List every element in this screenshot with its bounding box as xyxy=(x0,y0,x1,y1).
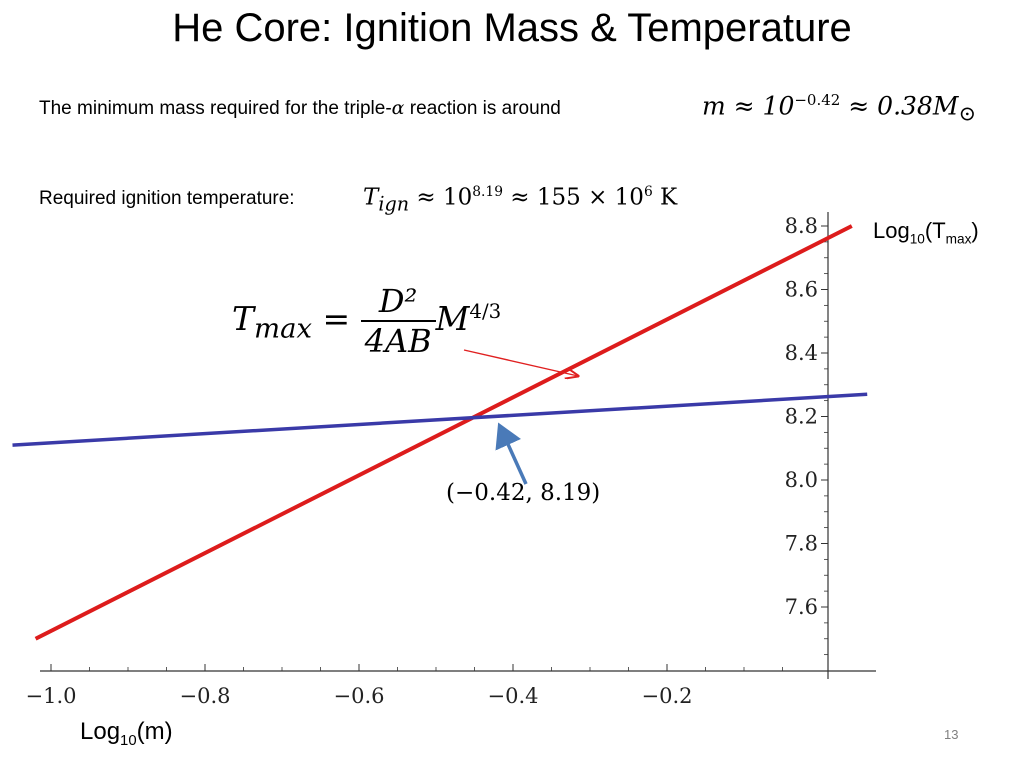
min-mass-suffix: reaction is around xyxy=(404,98,561,119)
ign-eq-mid2: ≈ 155 × 10 xyxy=(502,184,644,211)
x-tick-label: −1.0 xyxy=(26,684,77,708)
ign-temp-label: Required ignition temperature: xyxy=(39,188,295,209)
y-tick-label: 8.0 xyxy=(785,468,818,492)
y-tick-label: 8.8 xyxy=(785,214,818,238)
formula-numerator: D² xyxy=(360,282,436,322)
min-mass-eq-m: m ≈ 10 xyxy=(702,91,795,121)
ign-eq-unit: K xyxy=(652,184,678,211)
min-mass-eq-exp: −0.42 xyxy=(794,91,841,109)
red-tmax-line xyxy=(34,224,853,641)
y-axis-label-sub2: max xyxy=(945,231,972,247)
min-mass-equation: m ≈ 10−0.42 ≈ 0.38M⊙ xyxy=(702,91,976,125)
formula-arrow xyxy=(463,349,578,376)
x-tick-label: −0.4 xyxy=(488,684,539,708)
y-axis-label-open: (T xyxy=(924,218,946,243)
x-axis-label-main: Log xyxy=(80,718,121,745)
x-tick-label: −0.8 xyxy=(180,684,231,708)
formula-lhs-sub: max xyxy=(254,312,312,345)
y-axis-label-close: ) xyxy=(971,218,979,243)
min-mass-eq-rest: ≈ 0.38M xyxy=(840,91,959,121)
y-tick-label: 7.8 xyxy=(785,532,818,556)
alpha-symbol: α xyxy=(391,97,405,119)
min-mass-prefix: The minimum mass required for the triple… xyxy=(39,98,392,119)
y-axis-label-sub: 10 xyxy=(909,231,925,247)
x-axis-label: Log10(m) xyxy=(80,718,173,749)
formula-fraction: D² 4AB xyxy=(360,282,436,360)
ign-eq-sub: ign xyxy=(378,192,410,216)
sun-symbol: ⊙ xyxy=(958,101,976,126)
min-mass-text: The minimum mass required for the triple… xyxy=(39,97,561,120)
y-tick-label: 7.6 xyxy=(785,595,818,619)
y-tick-label: 8.6 xyxy=(785,278,818,302)
y-tick-label: 8.4 xyxy=(785,341,818,365)
intersection-label: (−0.42, 8.19) xyxy=(446,480,601,506)
y-axis-label: Log10(Tmax) xyxy=(873,218,979,246)
x-tick-label: −0.2 xyxy=(642,684,693,708)
blue-ignition-line xyxy=(12,392,868,447)
ign-eq-exp: 8.19 xyxy=(472,184,503,200)
ign-eq-mid: ≈ 10 xyxy=(409,184,473,211)
page-number: 13 xyxy=(944,727,959,742)
ign-eq-exp2: 6 xyxy=(643,184,653,200)
x-axis-label-sub: 10 xyxy=(120,732,137,749)
formula-eq: = xyxy=(312,299,361,338)
intersection-arrow xyxy=(495,422,528,485)
formula-M-exp: 4/3 xyxy=(469,300,502,323)
ign-eq-T: T xyxy=(363,184,379,211)
slide-title: He Core: Ignition Mass & Temperature xyxy=(172,6,852,50)
formula-M: M xyxy=(435,299,470,338)
x-tick-label: −0.6 xyxy=(334,684,385,708)
x-axis-label-rest: (m) xyxy=(136,718,173,745)
formula-denominator: 4AB xyxy=(364,322,432,360)
tmax-formula: Tmax = D² 4AB M4/3 xyxy=(232,282,501,360)
formula-lhs: T xyxy=(232,299,255,338)
ign-temp-equation: Tign ≈ 108.19 ≈ 155 × 106 K xyxy=(363,184,677,215)
y-tick-label: 8.2 xyxy=(785,405,818,429)
y-axis-label-main: Log xyxy=(873,218,910,243)
